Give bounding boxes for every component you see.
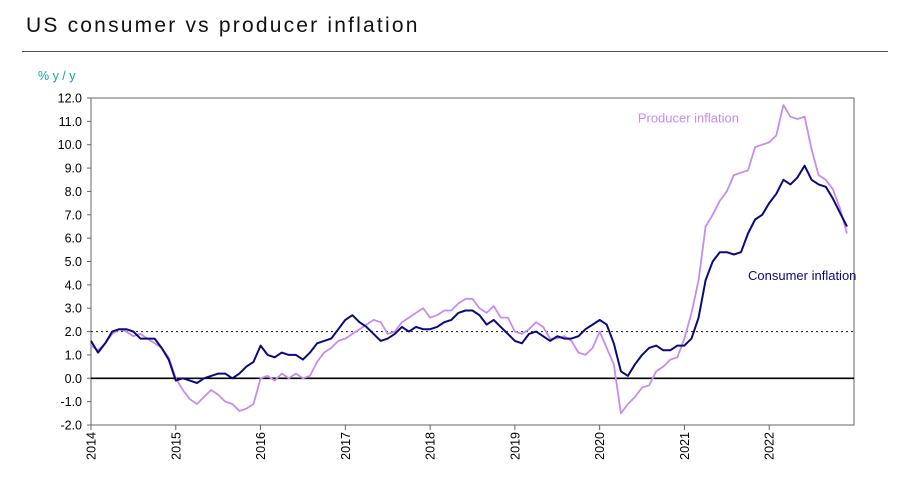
y-tick-label: -1.0 [60, 395, 82, 409]
y-tick-label: 4.0 [65, 278, 82, 292]
x-tick-label: 2017 [339, 432, 353, 460]
y-tick-label: 0.0 [65, 372, 82, 386]
x-tick-label: 2016 [254, 432, 268, 460]
y-tick-label: -2.0 [60, 419, 82, 433]
y-tick-label: 7.0 [65, 208, 82, 222]
y-tick-label: 3.0 [65, 302, 82, 316]
y-tick-label: 5.0 [65, 255, 82, 269]
x-tick-label: 2014 [85, 432, 99, 460]
title-divider [22, 51, 888, 52]
y-tick-label: 10.0 [58, 138, 82, 152]
series-lines [90, 104, 848, 415]
producer-inflation-label: Producer inflation [638, 111, 739, 126]
y-axis-unit-label: % y / y [38, 69, 76, 83]
chart-title: US consumer vs producer inflation [26, 14, 420, 37]
x-tick-label: 2018 [424, 432, 438, 460]
producer-inflation-line [90, 104, 848, 415]
series-labels: Consumer inflation Producer inflation [638, 111, 857, 284]
reference-lines [91, 330, 854, 380]
y-tick-label: 12.0 [58, 92, 82, 106]
y-tick-label: 6.0 [65, 232, 82, 246]
y-axis: -2.0 -1.0 0.0 1.0 2.0 3.0 4.0 5.0 6.0 7.0 8.0 9.0 10… [58, 92, 91, 433]
consumer-inflation-label: Consumer inflation [748, 268, 856, 283]
x-tick-label: 2020 [593, 432, 607, 460]
y-tick-label: 11.0 [59, 115, 82, 129]
x-axis: 2014 2015 2016 2017 2018 2019 2020 2021 2022 [85, 425, 777, 460]
y-tick-label: 1.0 [65, 348, 82, 362]
y-tick-label: 9.0 [65, 162, 82, 176]
plot-frame [90, 97, 855, 426]
y-tick-label: 8.0 [65, 185, 82, 199]
x-tick-label: 2021 [678, 432, 692, 460]
x-tick-label: 2019 [508, 432, 522, 460]
consumer-inflation-line [90, 164, 848, 384]
y-tick-label: 2.0 [65, 325, 82, 339]
x-tick-label: 2015 [169, 432, 183, 460]
x-tick-label: 2022 [763, 432, 777, 460]
